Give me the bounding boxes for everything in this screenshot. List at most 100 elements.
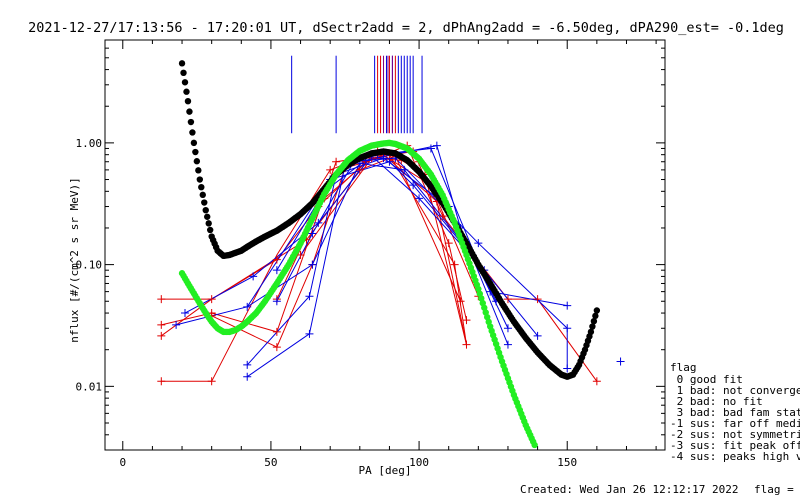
blue-data-point (563, 301, 572, 310)
legend-entry: -3 sus: fit peak off 9 (670, 439, 800, 452)
black-fit-point (592, 312, 599, 320)
black-fit-point (187, 118, 195, 126)
green-fit-point (531, 441, 538, 449)
blue-data-point (172, 320, 181, 329)
legend-entry: 1 bad: not converge (670, 384, 800, 397)
red-data-point (503, 295, 512, 304)
red-data-point (157, 331, 166, 340)
black-fit-point (206, 226, 214, 234)
chart-title: 2021-12-27/17:13:56 - 17:20:01 UT, dSect… (28, 20, 784, 36)
black-fit-point (183, 88, 190, 95)
legend-entry: -2 sus: not symmetri (670, 428, 800, 441)
red-data-point (207, 295, 216, 304)
black-fit-point (590, 317, 598, 325)
black-fit-point (589, 323, 596, 330)
red-data-point (157, 377, 166, 386)
footer-created: Created: Wed Jan 26 12:12:17 2022 (520, 483, 739, 496)
x-axis-label: PA [deg] (359, 464, 412, 477)
blue-data-point (308, 260, 317, 269)
legend-entry: 3 bad: bad fam stat (670, 406, 800, 419)
y-tick-label: 0.01 (76, 380, 103, 393)
black-fit-point (184, 97, 192, 105)
blue-data-point (426, 144, 435, 153)
legend-title: flag (670, 361, 697, 374)
black-fit-point (178, 60, 186, 67)
red-data-point (272, 327, 281, 336)
red-data-point (272, 343, 281, 352)
black-fit-point (192, 148, 199, 156)
black-fit-point (204, 213, 211, 220)
red-data-point (592, 377, 601, 386)
legend-entry: -1 sus: far off medi (670, 417, 800, 430)
blue-data-point (181, 309, 189, 318)
black-fit-point (181, 79, 189, 86)
blue-data-point (379, 154, 388, 163)
x-tick-label: 150 (557, 456, 577, 469)
y-axis-label: nflux [#/(cm^2 s sr MeV)] (68, 177, 81, 343)
blue-data-point (385, 157, 394, 166)
fit-curves (178, 60, 601, 449)
black-fit-point (195, 167, 202, 174)
legend-entry: -4 sus: peaks high v (670, 450, 800, 463)
red-data-point (326, 165, 335, 174)
red-data-point (438, 212, 447, 221)
red-data-point (296, 250, 305, 259)
blue-data-point (305, 329, 314, 338)
blue-data-point (616, 357, 625, 366)
x-tick-label: 0 (119, 456, 126, 469)
black-fit-point (190, 139, 198, 147)
blue-series-line (276, 145, 509, 345)
red-data-point (462, 340, 471, 349)
legend-entry: 0 good fit (670, 373, 743, 386)
red-data-point (157, 295, 166, 304)
red-data-point (444, 239, 453, 248)
red-data-point (157, 320, 166, 329)
black-fit-point (180, 69, 187, 77)
red-data-point (332, 157, 341, 166)
black-fit-point (593, 307, 601, 314)
x-axis: 0 50 100 150 (119, 40, 657, 469)
blue-data-point (272, 297, 281, 306)
black-fit-point (201, 199, 208, 206)
blue-data-point (272, 266, 281, 275)
blue-data-point (533, 331, 542, 340)
black-fit-point (205, 220, 212, 227)
blue-data-point (474, 239, 483, 248)
series-markers (157, 141, 625, 386)
plot-frame (104, 39, 666, 451)
blue-data-point (308, 229, 317, 238)
blue-data-point (243, 372, 252, 381)
black-fit-point (196, 176, 204, 183)
y-axis: 0.01 0.10 1.00 (76, 39, 665, 451)
blue-data-point (563, 364, 572, 373)
legend-entry: 2 bad: no fit (670, 395, 763, 408)
blue-series-line (246, 157, 497, 366)
black-fit-point (186, 108, 193, 115)
blue-data-point (400, 165, 409, 174)
blue-series-line (246, 161, 485, 308)
footer-flag: flag = 0 (754, 483, 800, 496)
legend: flag 0 good fit 1 bad: not converge 2 ba… (670, 361, 800, 463)
blue-data-point (305, 292, 314, 301)
blue-data-point (243, 360, 252, 369)
blue-data-point (415, 194, 424, 203)
black-fit-point (587, 328, 595, 336)
blue-data-point (432, 141, 441, 150)
y-tick-label: 0.10 (76, 259, 103, 272)
red-data-point (272, 255, 281, 264)
black-fit-point (199, 191, 206, 199)
angle-tick-marks (291, 55, 423, 134)
red-data-point (462, 316, 471, 325)
x-tick-label: 50 (264, 456, 277, 469)
blue-data-point (314, 218, 323, 227)
blue-data-point (503, 324, 512, 333)
blue-data-point (249, 272, 258, 281)
x-tick-label: 100 (409, 456, 429, 469)
y-tick-label: 1.00 (76, 137, 103, 150)
blue-data-point (563, 324, 572, 333)
red-data-point (207, 377, 216, 386)
blue-data-point (243, 302, 252, 311)
blue-data-point (503, 340, 512, 349)
black-fit-point (193, 158, 201, 165)
